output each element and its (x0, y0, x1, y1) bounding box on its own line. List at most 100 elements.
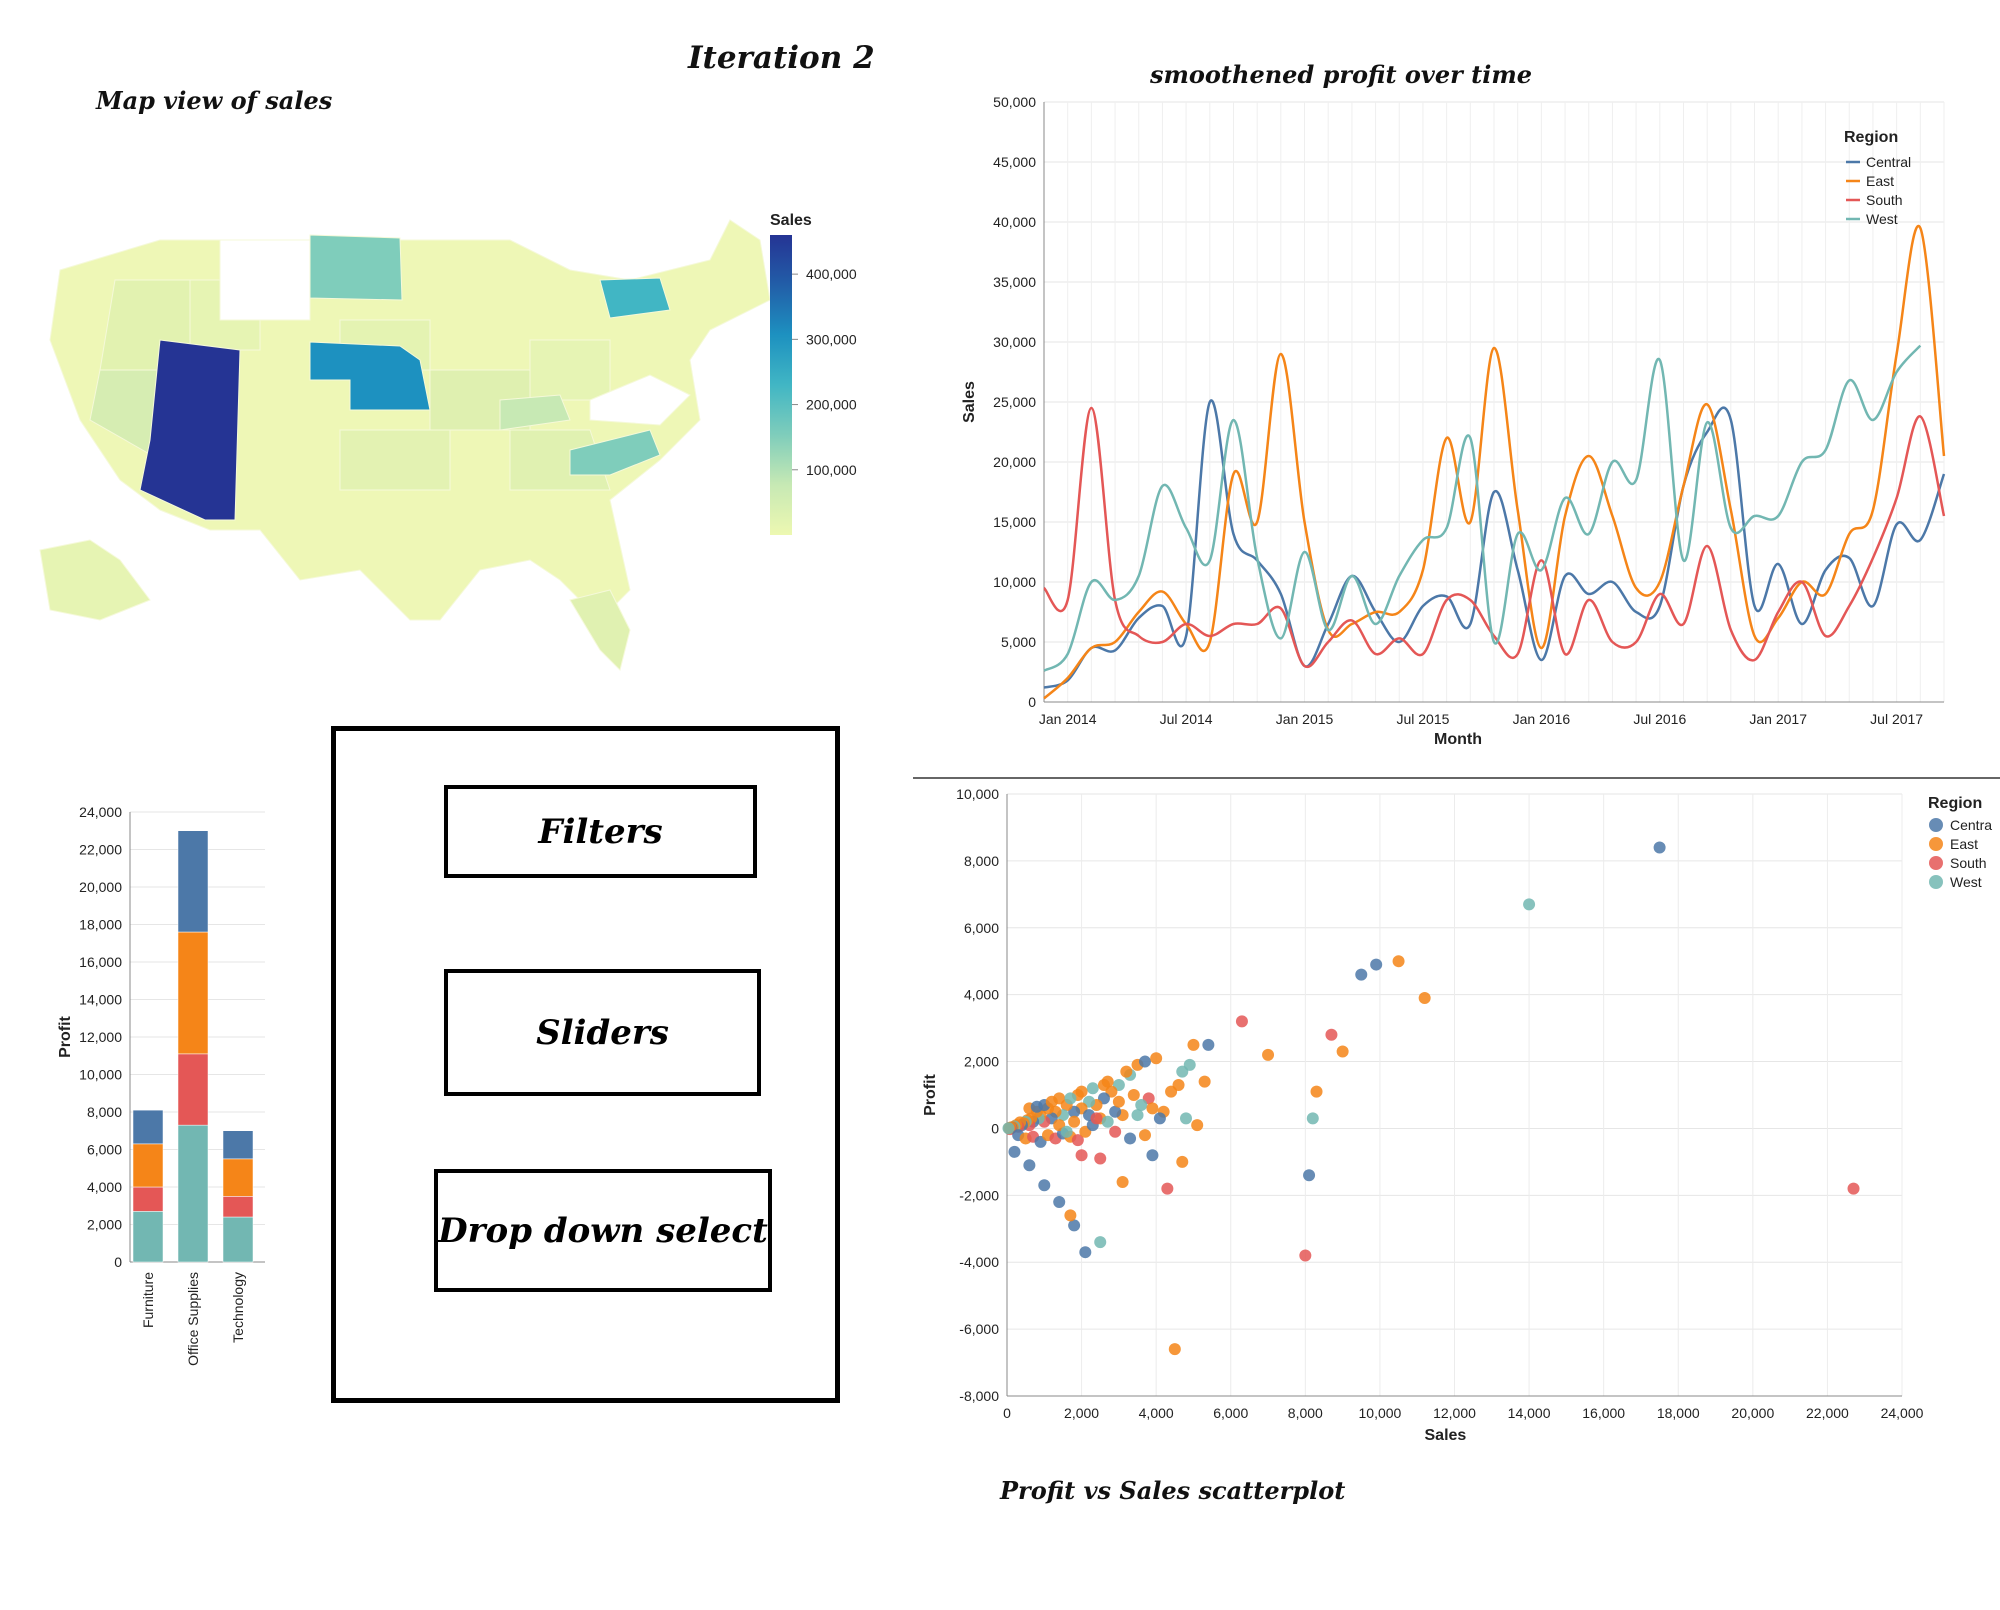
line-legend-label: Central (1866, 154, 1911, 170)
scatter-point (1138, 1129, 1151, 1142)
scatter-ytick: -4,000 (959, 1254, 999, 1270)
scatter-ytick: 0 (991, 1120, 999, 1136)
scatter-point (1653, 841, 1666, 854)
filters-button[interactable]: Filters (444, 785, 757, 878)
state-florida (569, 589, 631, 671)
scatter-xtick: 2,000 (1064, 1405, 1099, 1421)
bar-ytick: 2,000 (87, 1217, 122, 1233)
line-series-west (1043, 344, 1922, 672)
line-ytick: 30,000 (993, 334, 1036, 350)
state-wyoming (219, 239, 311, 321)
line-xtick: Jul 2017 (1870, 711, 1923, 727)
scatter-xtick: 22,000 (1806, 1405, 1849, 1421)
scatter-legend-swatch (1929, 856, 1943, 870)
scatter-point (1071, 1134, 1084, 1147)
scatter-point (1370, 958, 1383, 971)
scatter-legend-label: West (1950, 874, 1982, 890)
dropdown-select[interactable]: Drop down select (434, 1169, 772, 1292)
bar-segment (132, 1109, 164, 1145)
bar-ytick: 6,000 (87, 1142, 122, 1158)
scatter-xlabel: Sales (1425, 1427, 1467, 1444)
scatter-point (1124, 1132, 1137, 1145)
map-legend-bar (770, 235, 792, 535)
line-ytick: 0 (1028, 694, 1036, 710)
scatter-point (1064, 1092, 1077, 1105)
bar-chart: 0 2,000 4,000 6,000 8,000 10,000 12,000 14,000 1… (57, 804, 265, 1366)
state-shape (529, 339, 611, 401)
scatter-point (1127, 1089, 1140, 1101)
scatter-point (1191, 1119, 1204, 1132)
scatter-point (1090, 1112, 1103, 1125)
scatter-legend-swatch (1929, 837, 1943, 851)
scatter-chart: -8,000 -6,000 -4,000 -2,000 0 2,000 4,000 6,000… (922, 786, 1992, 1444)
bar-ytick: 4,000 (87, 1179, 122, 1195)
scatter-point (1180, 1112, 1192, 1125)
bar-ytick: 24,000 (79, 804, 122, 820)
scatter-point (1306, 1112, 1319, 1125)
bar-ytick: 10,000 (79, 1067, 122, 1083)
bar-xtick: Office Supplies (185, 1272, 201, 1366)
line-ytick: 5,000 (1001, 634, 1036, 650)
scatter-point (1176, 1065, 1189, 1078)
bar-segment (132, 1143, 164, 1188)
bar-ytick: 0 (114, 1254, 122, 1270)
scatter-point (1045, 1095, 1058, 1108)
scatter-xtick: 8,000 (1288, 1405, 1323, 1421)
line-ytick: 45,000 (993, 154, 1036, 170)
state-pennsylvania (599, 277, 671, 319)
map-legend-tick: 400,000 (806, 266, 857, 282)
scatter-xtick: 14,000 (1508, 1405, 1551, 1421)
sliders-label: Sliders (536, 1012, 669, 1053)
scatter-point (1355, 968, 1368, 981)
bar-ytick: 8,000 (87, 1104, 122, 1120)
line-chart: 0 5,000 10,000 15,000 20,000 25,000 30,000 35,0… (961, 94, 1946, 748)
scatter-point (1187, 1038, 1200, 1051)
line-ytick: 25,000 (993, 394, 1036, 410)
scatter-point (1060, 1125, 1073, 1138)
scatter-point (1325, 1028, 1338, 1041)
bar-segment (132, 1211, 164, 1263)
line-series-east (1043, 224, 1946, 700)
scatter-point (1079, 1246, 1092, 1259)
scatter-ytick: 2,000 (964, 1054, 999, 1070)
map-legend: Sales 400,000 300,000 200,000 100,000 (770, 212, 857, 535)
scatter-point (1150, 1052, 1163, 1065)
state-south-dakota (309, 234, 403, 301)
scatter-point (1075, 1149, 1088, 1162)
scatter-point (1068, 1115, 1081, 1128)
scatter-xtick: 24,000 (1881, 1405, 1924, 1421)
scatter-point (1101, 1115, 1114, 1128)
scatter-point (1075, 1085, 1088, 1098)
line-xtick: Jul 2016 (1633, 711, 1686, 727)
scatter-point (1198, 1075, 1211, 1088)
scatter-xtick: 0 (1003, 1405, 1011, 1421)
scatter-point (1120, 1065, 1133, 1078)
scatter-point (1303, 1169, 1316, 1182)
page-title: Iteration 2 (688, 40, 875, 76)
scatter-legend-label: East (1950, 836, 1978, 852)
scatter-xtick: 4,000 (1139, 1405, 1174, 1421)
line-ytick: 15,000 (993, 514, 1036, 530)
bar-segment (222, 1130, 254, 1160)
scatter-point (1262, 1048, 1275, 1061)
scatter-point (1523, 898, 1536, 911)
state-arizona (139, 339, 241, 521)
scatter-point (1310, 1085, 1323, 1098)
scatter-point (1165, 1085, 1178, 1098)
scatter-xtick: 18,000 (1657, 1405, 1700, 1421)
scatter-point (1176, 1155, 1189, 1168)
bar-segment (177, 1053, 209, 1126)
line-ytick: 35,000 (993, 274, 1036, 290)
bar-ytick: 22,000 (79, 842, 122, 858)
sliders-button[interactable]: Sliders (444, 969, 761, 1096)
line-chart-title: smoothened profit over time (1150, 60, 1532, 89)
line-ytick: 50,000 (993, 94, 1036, 110)
bar-segment (222, 1216, 254, 1263)
scatter-point (1030, 1100, 1043, 1113)
line-xtick: Jan 2014 (1039, 711, 1097, 727)
scatter-ytick: 10,000 (956, 786, 999, 802)
scatter-point (1146, 1102, 1159, 1115)
bar-ytick: 20,000 (79, 879, 122, 895)
line-legend-title: Region (1844, 129, 1898, 146)
scatter-point (1168, 1343, 1181, 1356)
